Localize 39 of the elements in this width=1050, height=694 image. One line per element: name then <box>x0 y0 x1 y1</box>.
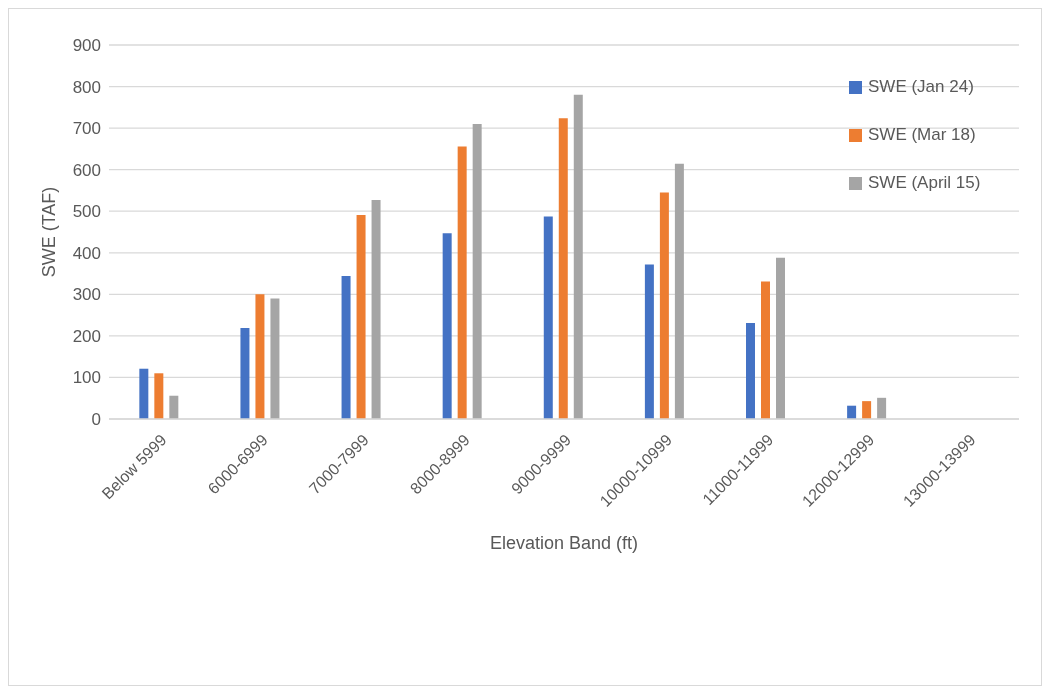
bar <box>472 123 482 419</box>
bar <box>862 401 872 419</box>
bar <box>240 327 250 419</box>
bar <box>558 118 568 419</box>
y-tick-label: 800 <box>72 77 101 97</box>
bar <box>761 281 770 419</box>
y-tick-label: 900 <box>72 36 101 56</box>
bar <box>442 233 452 419</box>
y-tick-label: 300 <box>72 285 101 305</box>
y-tick-label: 0 <box>91 410 101 430</box>
bar <box>543 216 553 419</box>
legend-label: SWE (Mar 18) <box>868 125 976 145</box>
bar <box>457 146 467 419</box>
legend-label: SWE (April 15) <box>868 173 981 193</box>
bar <box>776 257 785 419</box>
bar <box>270 298 280 419</box>
bar <box>255 294 265 419</box>
bar <box>674 163 684 419</box>
bar <box>356 214 366 419</box>
y-tick-label: 500 <box>72 202 101 222</box>
legend-label: SWE (Jan 24) <box>868 77 974 97</box>
y-tick-label: 700 <box>72 119 101 139</box>
bar <box>847 405 857 419</box>
y-tick-label: 200 <box>72 326 101 346</box>
bar <box>644 264 654 419</box>
y-axis-title: SWE (TAF) <box>39 186 60 278</box>
bar <box>341 276 351 419</box>
bar <box>371 200 381 419</box>
bar <box>139 368 149 419</box>
x-axis-title: Elevation Band (ft) <box>489 533 639 553</box>
bar <box>659 192 669 419</box>
bar <box>154 373 164 419</box>
bar <box>169 395 179 419</box>
y-tick-label: 100 <box>72 368 101 388</box>
bar <box>746 323 755 419</box>
y-tick-label: 600 <box>72 160 101 180</box>
y-tick-label: 400 <box>72 243 101 263</box>
bar <box>877 397 887 419</box>
bar <box>573 94 583 419</box>
